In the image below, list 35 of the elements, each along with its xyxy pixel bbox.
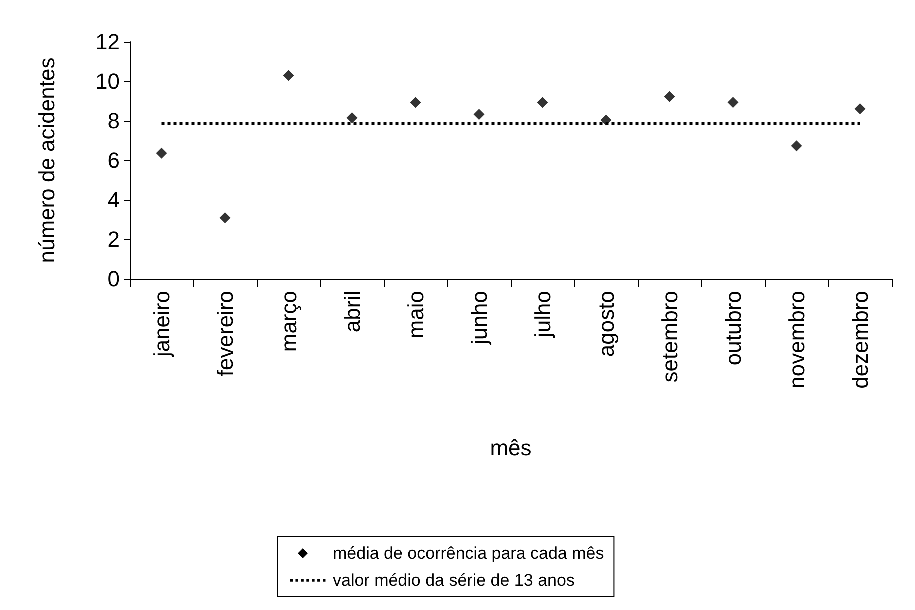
point — [854, 103, 866, 114]
y-tick-label: 6 — [108, 148, 120, 173]
point — [474, 109, 485, 120]
point — [156, 148, 168, 159]
point — [410, 97, 422, 108]
x-tick-label: maio — [403, 291, 428, 339]
x-tick-label: fevereiro — [212, 291, 238, 377]
x-tick-label: julho — [530, 291, 556, 338]
x-tick-label: junho — [466, 291, 492, 346]
point — [600, 114, 612, 126]
point — [537, 97, 548, 108]
x-axis-title: mês — [490, 436, 532, 460]
y-tick-label: 4 — [108, 188, 120, 212]
point — [220, 212, 231, 224]
y-tick-label: 8 — [108, 108, 120, 134]
y-axis-title: número de acidentes — [34, 58, 60, 264]
point — [728, 97, 739, 108]
y-tick-label: 0 — [108, 266, 120, 292]
x-tick-label: novembro — [784, 291, 810, 389]
x-tick-label: agosto — [594, 291, 619, 358]
x-tick-label: março — [276, 291, 302, 352]
x-tick-label: dezembro — [848, 291, 873, 389]
point — [283, 70, 294, 82]
legend-label: média de ocorrência para cada mês — [333, 544, 604, 563]
x-tick-label: abril — [340, 291, 365, 333]
x-tick-label: setembro — [657, 291, 682, 383]
point — [791, 140, 802, 152]
point — [664, 91, 676, 102]
y-tick-label: 10 — [96, 69, 120, 94]
point — [346, 112, 358, 124]
y-tick-label: 12 — [96, 30, 120, 54]
legend-label: valor médio da série de 13 anos — [333, 571, 575, 590]
x-tick-label: janeiro — [149, 291, 174, 358]
x-tick-label: outubro — [720, 291, 746, 366]
y-tick-label: 2 — [108, 227, 120, 252]
